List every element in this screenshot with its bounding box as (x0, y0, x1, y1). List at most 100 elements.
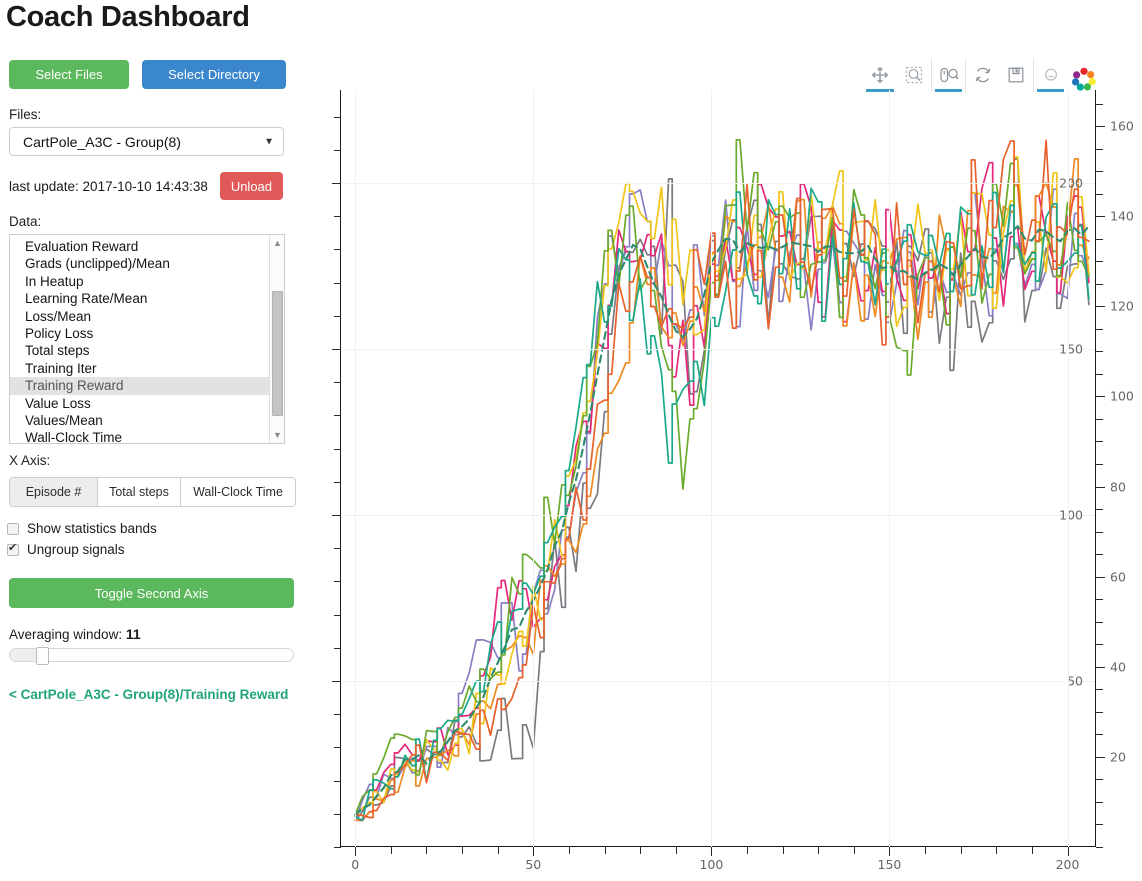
scrollbar-thumb[interactable] (272, 291, 283, 416)
y-axis-right-tick-label: 60 (1110, 569, 1126, 585)
data-list-item[interactable]: Training Reward (10, 377, 284, 395)
scroll-up-icon[interactable]: ▲ (273, 238, 282, 248)
select-files-button[interactable]: Select Files (9, 60, 129, 89)
chart-line-worker-6 (354, 187, 1090, 822)
x-axis-tick (675, 847, 677, 854)
y-axis-left-tick (334, 847, 341, 848)
x-axis-tick-label: 50 (525, 857, 542, 872)
y-axis-right-tick (1096, 216, 1105, 218)
legend-link[interactable]: < CartPole_A3C - Group(8)/Training Rewar… (9, 687, 289, 702)
x-axis-option-episode[interactable]: Episode # (10, 478, 98, 506)
pan-tool-icon[interactable] (863, 58, 897, 92)
x-axis-tick (1067, 847, 1069, 856)
x-axis-tick (604, 847, 606, 854)
data-list-item[interactable]: Total steps (25, 343, 90, 359)
x-axis-tick (568, 847, 570, 854)
y-axis-right-tick (1096, 711, 1103, 713)
horizontal-gridline (341, 348, 1096, 350)
plot-panel: 50 100 150 200 0 50 100 150 200 20 40 60 80 100 120 14… (305, 52, 1142, 881)
data-list-item[interactable]: Evaluation Reward (25, 239, 139, 254)
vertical-gridline (711, 90, 713, 847)
averaging-window-slider[interactable] (9, 647, 294, 665)
slider-fill (10, 649, 39, 661)
bokeh-logo-icon[interactable] (1071, 66, 1097, 92)
data-list-item[interactable]: Values/Mean (25, 412, 103, 428)
data-list-item[interactable]: Loss/Mean (25, 308, 92, 324)
x-axis-tick-label: 0 (351, 857, 360, 872)
y-axis-left-tick (334, 149, 341, 151)
x-axis-option-total-steps[interactable]: Total steps (98, 478, 181, 506)
data-list-scrollbar[interactable]: ▲ ▼ (269, 235, 284, 443)
plot-frame: 50 100 150 200 0 50 100 150 200 (332, 90, 1096, 872)
plot-toolbar (863, 58, 1097, 92)
plot-canvas[interactable]: 50 100 150 200 0 50 100 150 200 20 40 60 80 100 120 14… (305, 90, 1142, 881)
checkbox-icon-statistics-bands[interactable] (7, 522, 19, 535)
reset-tool-icon[interactable] (965, 58, 999, 92)
y-axis-right-tick (1096, 666, 1105, 668)
y-axis-right-tick (1096, 193, 1103, 195)
x-axis-option-wall-clock-time[interactable]: Wall-Clock Time (181, 478, 295, 506)
wheel-zoom-tool-icon[interactable] (931, 58, 965, 92)
y-axis-right-tick (1096, 756, 1105, 758)
data-list-item[interactable]: Value Loss (25, 395, 91, 411)
x-axis-tick (925, 847, 927, 854)
x-axis-tick (497, 847, 499, 854)
data-list-item[interactable]: In Heatup (25, 273, 84, 289)
y-axis-right-tick (1096, 824, 1103, 826)
unload-button[interactable]: Unload (219, 172, 283, 200)
x-axis-button-group: Episode # Total steps Wall-Clock Time (9, 477, 296, 507)
y-axis-left-tick (334, 614, 341, 616)
checkbox-ungroup-signals[interactable]: Ungroup signals (0, 542, 305, 557)
scroll-down-icon[interactable]: ▼ (273, 430, 282, 440)
x-axis-label: X Axis: (9, 453, 51, 468)
y-axis-left-tick (334, 813, 341, 815)
file-buttons-row: Select Files Select Directory (0, 60, 305, 89)
data-list-item[interactable]: Wall-Clock Time (25, 430, 123, 444)
y-axis-right-tick (1096, 103, 1103, 105)
data-label: Data: (9, 214, 42, 229)
y-axis-left-tick (332, 182, 341, 184)
slider-handle[interactable] (36, 647, 50, 665)
y-axis-right-tick (1096, 351, 1103, 353)
y-axis-left-tick (332, 514, 341, 516)
y-axis-right-tick (1096, 261, 1103, 263)
x-axis-tick (711, 847, 713, 856)
toggle-second-axis-button[interactable]: Toggle Second Axis (9, 578, 294, 608)
y-axis-right-tick-label: 120 (1110, 298, 1134, 314)
select-directory-button[interactable]: Select Directory (142, 60, 286, 89)
data-list-item[interactable]: Training Iter (25, 360, 97, 376)
save-tool-icon[interactable] (999, 58, 1033, 92)
checkbox-icon-ungroup-signals[interactable] (7, 542, 19, 556)
data-list-item[interactable]: Learning Rate/Mean (25, 291, 148, 307)
y-axis-right-tick (1096, 148, 1103, 150)
box-zoom-tool-icon[interactable] (897, 58, 931, 92)
plot-frame-right-axis: 20 40 60 80 100 120 140 160 (1095, 90, 1134, 848)
y-axis-left-tick (334, 448, 341, 450)
chart-line-worker-7 (354, 139, 1090, 819)
y-axis-right-tick (1096, 306, 1105, 308)
chart-line-mean (354, 224, 1090, 816)
checkbox-label-statistics-bands: Show statistics bands (27, 521, 157, 536)
y-axis-left-tick (334, 548, 341, 550)
y-axis-right-tick (1096, 531, 1103, 533)
data-signal-list[interactable]: Evaluation Reward Grads (unclipped)/Mean I… (9, 234, 285, 444)
horizontal-gridline (341, 680, 1096, 682)
y-axis-right-tick (1096, 463, 1103, 465)
checkbox-show-statistics-bands[interactable]: Show statistics bands (0, 521, 305, 536)
data-list-item[interactable]: Policy Loss (25, 325, 94, 341)
y-axis-left-tick-label: 200 (1059, 175, 1083, 191)
hover-tool-icon[interactable] (1033, 58, 1067, 92)
y-axis-right-tick (1096, 734, 1103, 736)
files-select[interactable]: CartPole_A3C - Group(8) ▼ (9, 127, 284, 156)
x-axis-tick (818, 847, 820, 854)
y-axis-right-tick-label: 40 (1110, 659, 1126, 675)
x-axis-tick (462, 847, 464, 854)
y-axis-right-tick (1096, 126, 1105, 128)
data-list-item[interactable]: Grads (unclipped)/Mean (25, 256, 170, 272)
files-label: Files: (9, 107, 42, 122)
y-axis-right-tick (1096, 238, 1103, 240)
y-axis-right-tick (1096, 328, 1103, 330)
horizontal-gridline (341, 514, 1096, 516)
chart-line-worker-1 (354, 188, 1090, 822)
vertical-gridline (889, 90, 891, 847)
